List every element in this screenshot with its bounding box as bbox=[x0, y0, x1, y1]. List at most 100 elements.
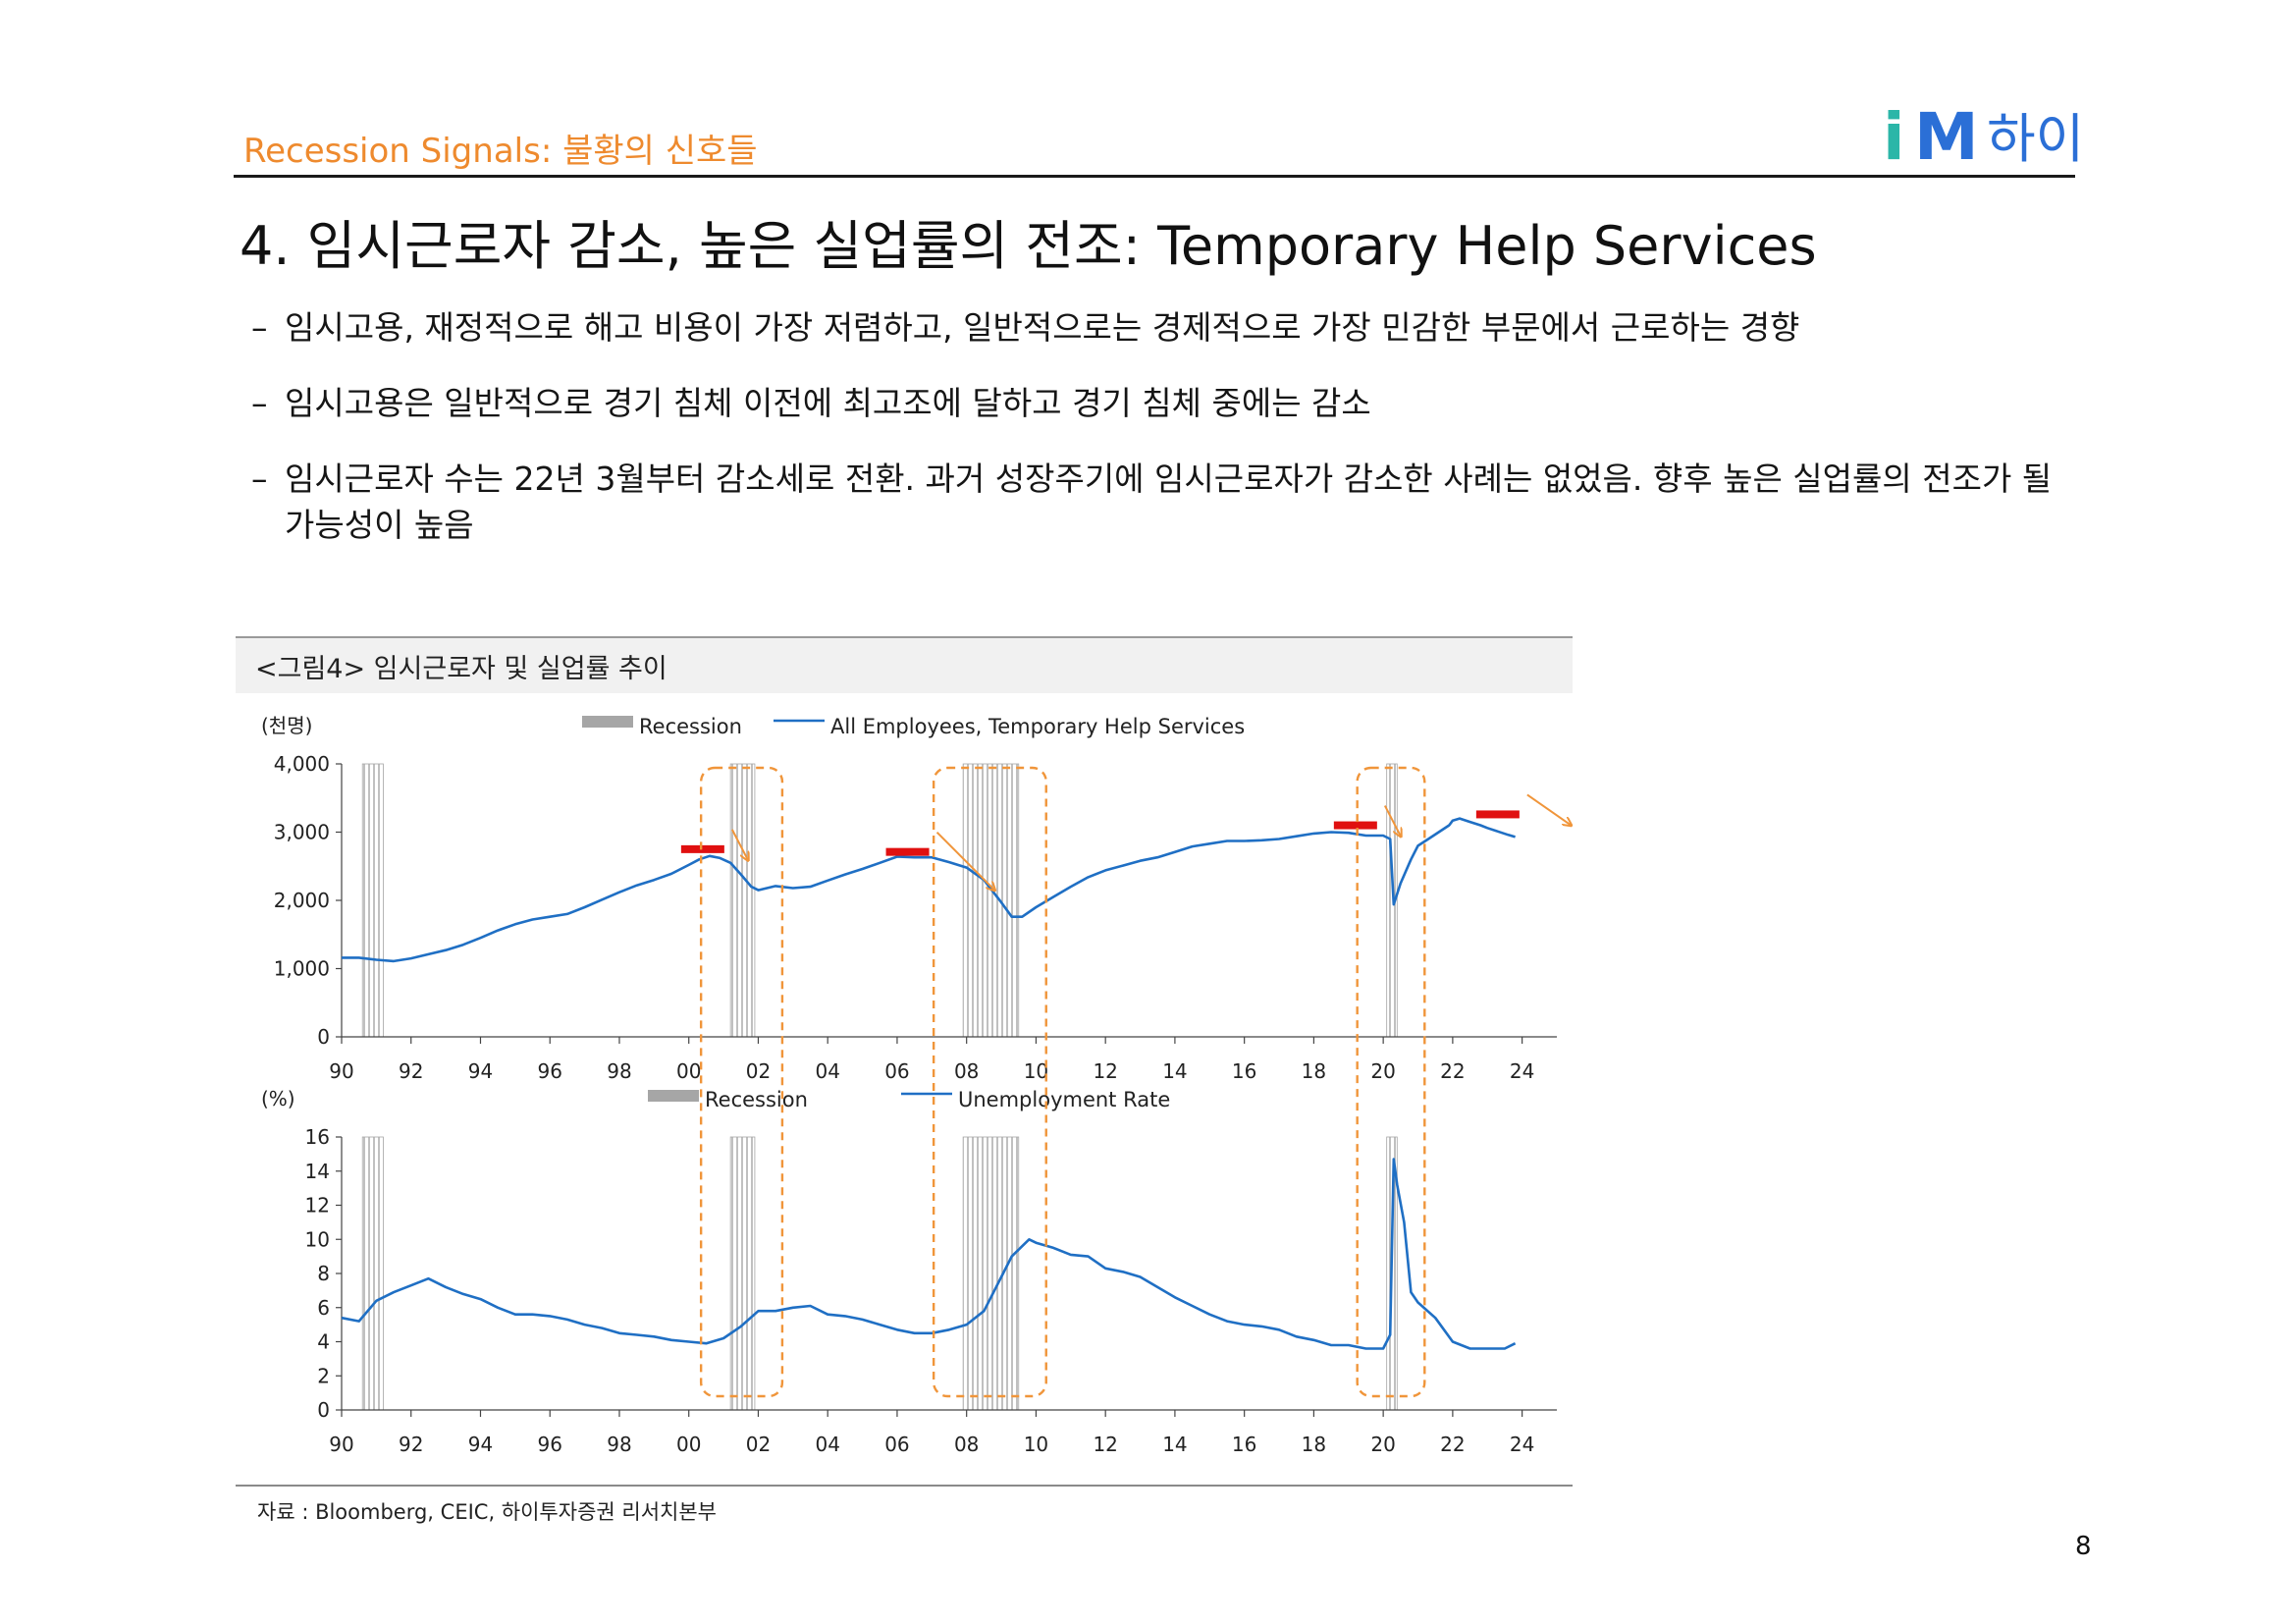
x-tick-label: 10 bbox=[1024, 1433, 1048, 1456]
legend-label-recession: Recession bbox=[639, 715, 742, 738]
x-tick-label: 04 bbox=[815, 1059, 839, 1083]
x-tick-label: 24 bbox=[1510, 1059, 1534, 1083]
x-tick-label: 02 bbox=[746, 1059, 771, 1083]
x-tick-label: 98 bbox=[607, 1059, 631, 1083]
x-tick-label: 90 bbox=[329, 1059, 353, 1083]
bullet-dash: – bbox=[251, 308, 268, 347]
figure-source: 자료 : Bloomberg, CEIC, 하이투자증권 리서치본부 bbox=[257, 1500, 717, 1524]
y-tick-label: 4,000 bbox=[274, 752, 330, 776]
y-axis-unit-label: (%) bbox=[261, 1087, 295, 1110]
x-tick-label: 08 bbox=[954, 1433, 979, 1456]
peak-marker bbox=[1333, 821, 1377, 830]
bullet-dash: – bbox=[251, 460, 268, 498]
page-title: 4. 임시근로자 감소, 높은 실업률의 전조: Temporary Help … bbox=[240, 215, 1817, 277]
x-tick-label: 20 bbox=[1370, 1433, 1395, 1456]
x-tick-label: 24 bbox=[1510, 1433, 1534, 1456]
x-tick-label: 98 bbox=[607, 1433, 631, 1456]
peak-marker bbox=[885, 847, 930, 856]
y-tick-label: 6 bbox=[317, 1296, 330, 1320]
y-tick-label: 8 bbox=[317, 1262, 330, 1285]
x-tick-label: 18 bbox=[1302, 1433, 1326, 1456]
x-tick-label: 96 bbox=[538, 1059, 562, 1083]
x-tick-label: 96 bbox=[538, 1433, 562, 1456]
x-tick-label: 90 bbox=[329, 1433, 353, 1456]
y-tick-label: 2 bbox=[317, 1364, 330, 1387]
series-line bbox=[341, 1158, 1517, 1350]
y-tick-label: 4 bbox=[317, 1330, 330, 1354]
bullet-text: 임시고용, 재정적으로 해고 비용이 가장 저렴하고, 일반적으로는 경제적으로… bbox=[285, 308, 1800, 347]
bullet-item: – 임시근로자 수는 22년 3월부터 감소세로 전환. 과거 성장주기에 임시근… bbox=[251, 456, 2077, 548]
y-tick-label: 12 bbox=[305, 1194, 330, 1218]
x-tick-label: 92 bbox=[399, 1059, 423, 1083]
legend-swatch-recession bbox=[582, 716, 633, 728]
section-tag: Recession Signals: 불황의 신호들 bbox=[243, 132, 758, 171]
x-tick-label: 02 bbox=[746, 1433, 771, 1456]
x-tick-label: 06 bbox=[884, 1059, 909, 1083]
x-tick-label: 08 bbox=[954, 1059, 979, 1083]
x-tick-label: 94 bbox=[468, 1059, 493, 1083]
x-tick-label: 04 bbox=[815, 1433, 839, 1456]
trend-arrow bbox=[935, 831, 994, 891]
svg-text:하이: 하이 bbox=[1987, 108, 2084, 169]
bullet-dash: – bbox=[251, 384, 268, 422]
x-tick-label: 16 bbox=[1232, 1433, 1256, 1456]
highlight-box bbox=[932, 766, 1047, 1398]
legend-swatch-recession bbox=[648, 1090, 699, 1102]
x-tick-label: 06 bbox=[884, 1433, 909, 1456]
recession-band bbox=[962, 763, 1020, 1038]
y-axis-unit-label: (천명) bbox=[261, 714, 312, 737]
bullet-list: – 임시고용, 재정적으로 해고 비용이 가장 저렴하고, 일반적으로는 경제적으… bbox=[251, 304, 2077, 577]
header-divider bbox=[234, 175, 2075, 178]
x-tick-label: 22 bbox=[1440, 1059, 1465, 1083]
highlight-box bbox=[699, 766, 784, 1398]
x-tick-label: 16 bbox=[1232, 1059, 1256, 1083]
peak-marker bbox=[680, 844, 724, 853]
bullet-item: – 임시고용은 일반적으로 경기 침체 이전에 최고조에 달하고 경기 침체 중에… bbox=[251, 380, 2077, 426]
bullet-text: 임시근로자 수는 22년 3월부터 감소세로 전환. 과거 성장주기에 임시근로… bbox=[285, 460, 2053, 544]
recession-band bbox=[729, 1136, 756, 1411]
page-number: 8 bbox=[2075, 1532, 2092, 1561]
y-tick-label: 0 bbox=[317, 1025, 330, 1049]
x-tick-label: 14 bbox=[1162, 1433, 1187, 1456]
series-line bbox=[342, 817, 1516, 963]
x-tick-label: 00 bbox=[676, 1433, 701, 1456]
highlight-box bbox=[1356, 766, 1426, 1398]
company-logo: i M 하이 bbox=[1883, 99, 2084, 169]
recession-band bbox=[361, 763, 384, 1038]
figure-bottom-rule bbox=[236, 1485, 1573, 1487]
x-tick-label: 94 bbox=[468, 1433, 493, 1456]
x-tick-label: 14 bbox=[1162, 1059, 1187, 1083]
x-tick-label: 00 bbox=[676, 1059, 701, 1083]
legend-label-series: Unemployment Rate bbox=[958, 1088, 1170, 1111]
peak-marker bbox=[1475, 810, 1520, 819]
bullet-text: 임시고용은 일반적으로 경기 침체 이전에 최고조에 달하고 경기 침체 중에는… bbox=[285, 384, 1371, 422]
x-tick-label: 20 bbox=[1370, 1059, 1395, 1083]
x-tick-label: 12 bbox=[1093, 1433, 1117, 1456]
bullet-item: – 임시고용, 재정적으로 해고 비용이 가장 저렴하고, 일반적으로는 경제적으… bbox=[251, 304, 2077, 351]
recession-band bbox=[962, 1136, 1020, 1411]
svg-text:i: i bbox=[1883, 99, 1905, 169]
legend-label-recession: Recession bbox=[705, 1088, 808, 1111]
figure-header: <그림4> 임시근로자 및 실업률 추이 bbox=[236, 636, 1573, 693]
recession-band bbox=[361, 1136, 384, 1411]
x-tick-label: 12 bbox=[1093, 1059, 1117, 1083]
trend-arrow bbox=[730, 829, 748, 860]
y-tick-label: 0 bbox=[317, 1398, 330, 1422]
x-tick-label: 92 bbox=[399, 1433, 423, 1456]
figure-caption: <그림4> 임시근로자 및 실업률 추이 bbox=[255, 654, 667, 684]
x-tick-label: 18 bbox=[1302, 1059, 1326, 1083]
x-tick-label: 10 bbox=[1024, 1059, 1048, 1083]
y-tick-label: 3,000 bbox=[274, 821, 330, 844]
y-tick-label: 1,000 bbox=[274, 957, 330, 981]
trend-arrow bbox=[1526, 793, 1571, 825]
trend-arrow bbox=[1383, 805, 1401, 837]
y-tick-label: 14 bbox=[305, 1160, 330, 1183]
recession-band bbox=[729, 763, 756, 1038]
y-tick-label: 2,000 bbox=[274, 889, 330, 912]
y-tick-label: 16 bbox=[305, 1125, 330, 1149]
legend-label-series: All Employees, Temporary Help Services bbox=[830, 715, 1245, 738]
x-tick-label: 22 bbox=[1440, 1433, 1465, 1456]
svg-text:M: M bbox=[1914, 99, 1979, 169]
y-tick-label: 10 bbox=[305, 1227, 330, 1251]
